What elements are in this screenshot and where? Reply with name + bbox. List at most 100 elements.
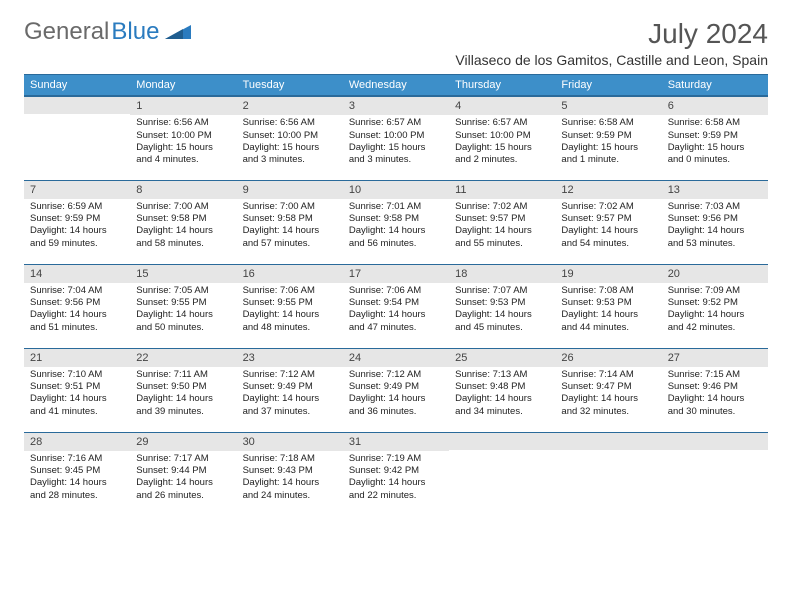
sunrise-text: Sunrise: 7:09 AM [668, 285, 762, 297]
day-number: 22 [130, 348, 236, 367]
day-number [662, 432, 768, 450]
location-text: Villaseco de los Gamitos, Castille and L… [455, 52, 768, 68]
day-body: Sunrise: 7:02 AMSunset: 9:57 PMDaylight:… [449, 199, 555, 254]
sunset-text: Sunset: 9:50 PM [136, 381, 230, 393]
sunset-text: Sunset: 9:58 PM [136, 213, 230, 225]
sunset-text: Sunset: 10:00 PM [349, 130, 443, 142]
sunrise-text: Sunrise: 7:02 AM [561, 201, 655, 213]
sunrise-text: Sunrise: 7:06 AM [243, 285, 337, 297]
calendar-cell: 4Sunrise: 6:57 AMSunset: 10:00 PMDayligh… [449, 96, 555, 180]
day-body: Sunrise: 7:14 AMSunset: 9:47 PMDaylight:… [555, 367, 661, 422]
sunset-text: Sunset: 9:45 PM [30, 465, 124, 477]
sunset-text: Sunset: 9:58 PM [243, 213, 337, 225]
daylight-text: Daylight: 15 hours and 1 minute. [561, 142, 655, 167]
day-body: Sunrise: 7:17 AMSunset: 9:44 PMDaylight:… [130, 451, 236, 506]
sunset-text: Sunset: 9:59 PM [30, 213, 124, 225]
day-body: Sunrise: 7:06 AMSunset: 9:55 PMDaylight:… [237, 283, 343, 338]
header: GeneralBlue July 2024 Villaseco de los G… [24, 18, 768, 68]
sunrise-text: Sunrise: 7:16 AM [30, 453, 124, 465]
calendar-table: Sunday Monday Tuesday Wednesday Thursday… [24, 74, 768, 516]
day-body: Sunrise: 7:15 AMSunset: 9:46 PMDaylight:… [662, 367, 768, 422]
calendar-cell: 5Sunrise: 6:58 AMSunset: 9:59 PMDaylight… [555, 96, 661, 180]
sunrise-text: Sunrise: 7:07 AM [455, 285, 549, 297]
sunset-text: Sunset: 9:56 PM [30, 297, 124, 309]
calendar-cell: 16Sunrise: 7:06 AMSunset: 9:55 PMDayligh… [237, 264, 343, 348]
sunrise-text: Sunrise: 6:58 AM [561, 117, 655, 129]
sunset-text: Sunset: 9:55 PM [243, 297, 337, 309]
brand-part1: General [24, 18, 109, 46]
sunrise-text: Sunrise: 7:10 AM [30, 369, 124, 381]
calendar-cell: 15Sunrise: 7:05 AMSunset: 9:55 PMDayligh… [130, 264, 236, 348]
day-number: 26 [555, 348, 661, 367]
day-body: Sunrise: 7:00 AMSunset: 9:58 PMDaylight:… [130, 199, 236, 254]
daylight-text: Daylight: 14 hours and 32 minutes. [561, 393, 655, 418]
calendar-cell: 3Sunrise: 6:57 AMSunset: 10:00 PMDayligh… [343, 96, 449, 180]
calendar-cell: 2Sunrise: 6:56 AMSunset: 10:00 PMDayligh… [237, 96, 343, 180]
sunrise-text: Sunrise: 7:18 AM [243, 453, 337, 465]
col-monday: Monday [130, 75, 236, 96]
calendar-cell [449, 432, 555, 516]
calendar-header: Sunday Monday Tuesday Wednesday Thursday… [24, 75, 768, 96]
brand-part2: Blue [111, 18, 159, 46]
calendar-cell: 9Sunrise: 7:00 AMSunset: 9:58 PMDaylight… [237, 180, 343, 264]
logo-triangle-icon [165, 18, 191, 46]
sunset-text: Sunset: 9:59 PM [561, 130, 655, 142]
sunrise-text: Sunrise: 6:57 AM [349, 117, 443, 129]
sunrise-text: Sunrise: 7:02 AM [455, 201, 549, 213]
day-body: Sunrise: 7:04 AMSunset: 9:56 PMDaylight:… [24, 283, 130, 338]
day-number: 11 [449, 180, 555, 199]
daylight-text: Daylight: 14 hours and 28 minutes. [30, 477, 124, 502]
sunset-text: Sunset: 9:59 PM [668, 130, 762, 142]
daylight-text: Daylight: 14 hours and 30 minutes. [668, 393, 762, 418]
sunrise-text: Sunrise: 6:56 AM [136, 117, 230, 129]
calendar-cell: 17Sunrise: 7:06 AMSunset: 9:54 PMDayligh… [343, 264, 449, 348]
sunrise-text: Sunrise: 7:05 AM [136, 285, 230, 297]
col-tuesday: Tuesday [237, 75, 343, 96]
daylight-text: Daylight: 14 hours and 50 minutes. [136, 309, 230, 334]
col-thursday: Thursday [449, 75, 555, 96]
sunset-text: Sunset: 9:52 PM [668, 297, 762, 309]
col-wednesday: Wednesday [343, 75, 449, 96]
calendar-row: 7Sunrise: 6:59 AMSunset: 9:59 PMDaylight… [24, 180, 768, 264]
day-body: Sunrise: 7:07 AMSunset: 9:53 PMDaylight:… [449, 283, 555, 338]
day-number: 15 [130, 264, 236, 283]
day-number: 8 [130, 180, 236, 199]
calendar-cell: 21Sunrise: 7:10 AMSunset: 9:51 PMDayligh… [24, 348, 130, 432]
sunset-text: Sunset: 9:57 PM [561, 213, 655, 225]
calendar-cell: 27Sunrise: 7:15 AMSunset: 9:46 PMDayligh… [662, 348, 768, 432]
sunset-text: Sunset: 9:56 PM [668, 213, 762, 225]
day-number: 9 [237, 180, 343, 199]
day-body: Sunrise: 7:03 AMSunset: 9:56 PMDaylight:… [662, 199, 768, 254]
day-body: Sunrise: 6:56 AMSunset: 10:00 PMDaylight… [237, 115, 343, 170]
calendar-cell: 23Sunrise: 7:12 AMSunset: 9:49 PMDayligh… [237, 348, 343, 432]
day-number [24, 96, 130, 114]
daylight-text: Daylight: 14 hours and 41 minutes. [30, 393, 124, 418]
day-number: 30 [237, 432, 343, 451]
daylight-text: Daylight: 14 hours and 36 minutes. [349, 393, 443, 418]
daylight-text: Daylight: 14 hours and 34 minutes. [455, 393, 549, 418]
day-number: 2 [237, 96, 343, 115]
daylight-text: Daylight: 15 hours and 3 minutes. [349, 142, 443, 167]
day-number: 29 [130, 432, 236, 451]
day-body: Sunrise: 7:13 AMSunset: 9:48 PMDaylight:… [449, 367, 555, 422]
daylight-text: Daylight: 15 hours and 3 minutes. [243, 142, 337, 167]
calendar-cell: 30Sunrise: 7:18 AMSunset: 9:43 PMDayligh… [237, 432, 343, 516]
sunset-text: Sunset: 9:42 PM [349, 465, 443, 477]
day-number: 20 [662, 264, 768, 283]
month-title: July 2024 [455, 18, 768, 50]
daylight-text: Daylight: 14 hours and 55 minutes. [455, 225, 549, 250]
sunrise-text: Sunrise: 7:15 AM [668, 369, 762, 381]
sunset-text: Sunset: 9:58 PM [349, 213, 443, 225]
title-block: July 2024 Villaseco de los Gamitos, Cast… [455, 18, 768, 68]
calendar-cell: 24Sunrise: 7:12 AMSunset: 9:49 PMDayligh… [343, 348, 449, 432]
sunrise-text: Sunrise: 7:08 AM [561, 285, 655, 297]
calendar-cell: 29Sunrise: 7:17 AMSunset: 9:44 PMDayligh… [130, 432, 236, 516]
day-body: Sunrise: 7:01 AMSunset: 9:58 PMDaylight:… [343, 199, 449, 254]
calendar-cell: 10Sunrise: 7:01 AMSunset: 9:58 PMDayligh… [343, 180, 449, 264]
daylight-text: Daylight: 15 hours and 2 minutes. [455, 142, 549, 167]
sunrise-text: Sunrise: 7:12 AM [349, 369, 443, 381]
daylight-text: Daylight: 14 hours and 53 minutes. [668, 225, 762, 250]
sunrise-text: Sunrise: 7:12 AM [243, 369, 337, 381]
day-number: 31 [343, 432, 449, 451]
calendar-cell: 13Sunrise: 7:03 AMSunset: 9:56 PMDayligh… [662, 180, 768, 264]
